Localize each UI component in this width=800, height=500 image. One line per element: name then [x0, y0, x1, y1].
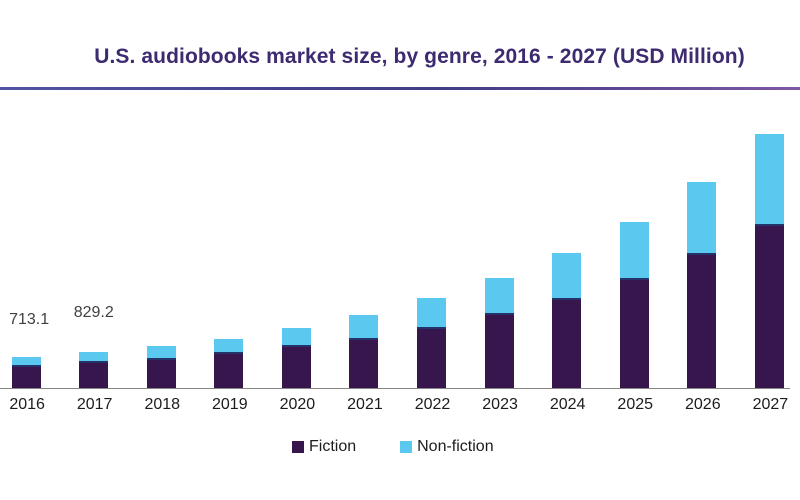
legend: Fiction Non-fiction: [292, 438, 494, 456]
value-label-2016: 713.1: [9, 310, 50, 328]
bar-2024-fiction: [552, 299, 582, 388]
legend-label-nonfiction: Non-fiction: [417, 438, 494, 455]
bar-2016-nonfiction: [11, 356, 41, 367]
bar-2024-nonfiction: [552, 252, 582, 300]
legend-item-fiction: Fiction: [292, 438, 356, 456]
x-axis-label-2022: 2022: [414, 395, 451, 413]
bar-2017-nonfiction: [79, 351, 109, 363]
nonfiction-swatch-icon: [400, 441, 413, 453]
bar-2021-nonfiction: [349, 314, 379, 340]
x-axis-label-2024: 2024: [549, 395, 586, 413]
bar-2018-fiction: [146, 359, 176, 388]
legend-label-fiction: Fiction: [309, 438, 357, 455]
x-axis-label-2016: 2016: [9, 395, 45, 413]
value-label-2017: 829.2: [73, 303, 114, 321]
bar-2025-fiction: [619, 279, 649, 388]
x-axis-label-2017: 2017: [76, 395, 113, 413]
bar-2020-segment-edge: [281, 344, 311, 347]
x-axis-label-2025: 2025: [617, 395, 654, 413]
bar-2019-fiction: [214, 353, 244, 388]
title-divider-line: [0, 87, 800, 90]
bar-2020-fiction: [281, 346, 311, 388]
bar-2023-nonfiction: [484, 277, 514, 316]
x-axis-label-2027: 2027: [752, 395, 789, 413]
bar-2025-segment-edge: [619, 277, 649, 280]
bar-2027-nonfiction: [754, 133, 784, 226]
bar-2023-fiction: [484, 315, 514, 388]
bar-2019-segment-edge: [214, 351, 244, 354]
bar-2017-segment-edge: [79, 360, 109, 363]
bar-2017-fiction: [79, 362, 109, 388]
x-axis-label-2026: 2026: [685, 395, 721, 413]
bar-2020-nonfiction: [281, 327, 311, 347]
bar-2021-fiction: [349, 339, 379, 388]
x-axis-label-2019: 2019: [212, 395, 248, 413]
bar-2027-fiction: [754, 225, 784, 388]
bar-2016-fiction: [11, 366, 41, 388]
x-axis-label-2018: 2018: [144, 395, 181, 413]
x-axis-line: [0, 387, 790, 390]
bar-2021-segment-edge: [349, 337, 379, 340]
legend-item-nonfiction: Non-fiction: [400, 438, 494, 456]
bar-2026-fiction: [687, 254, 717, 388]
bar-2019-nonfiction: [214, 338, 244, 354]
bar-2022-segment-edge: [417, 327, 447, 330]
bar-2016-segment-edge: [11, 364, 41, 367]
bar-2022-nonfiction: [417, 297, 447, 330]
bar-2018-nonfiction: [146, 346, 176, 360]
bar-2022-fiction: [417, 329, 447, 388]
x-axis-label-2020: 2020: [279, 395, 316, 413]
chart-title: U.S. audiobooks market size, by genre, 2…: [94, 45, 745, 69]
bar-2018-segment-edge: [146, 357, 176, 360]
bar-2024-segment-edge: [552, 297, 582, 300]
bar-2025-nonfiction: [619, 221, 649, 280]
fiction-swatch-icon: [292, 441, 304, 453]
x-axis-label-2023: 2023: [482, 395, 518, 413]
bar-2027-segment-edge: [754, 223, 784, 226]
x-axis-label-2021: 2021: [347, 395, 383, 413]
bar-2026-nonfiction: [687, 182, 717, 255]
bar-2026-segment-edge: [687, 252, 717, 255]
bar-2023-segment-edge: [484, 313, 514, 316]
